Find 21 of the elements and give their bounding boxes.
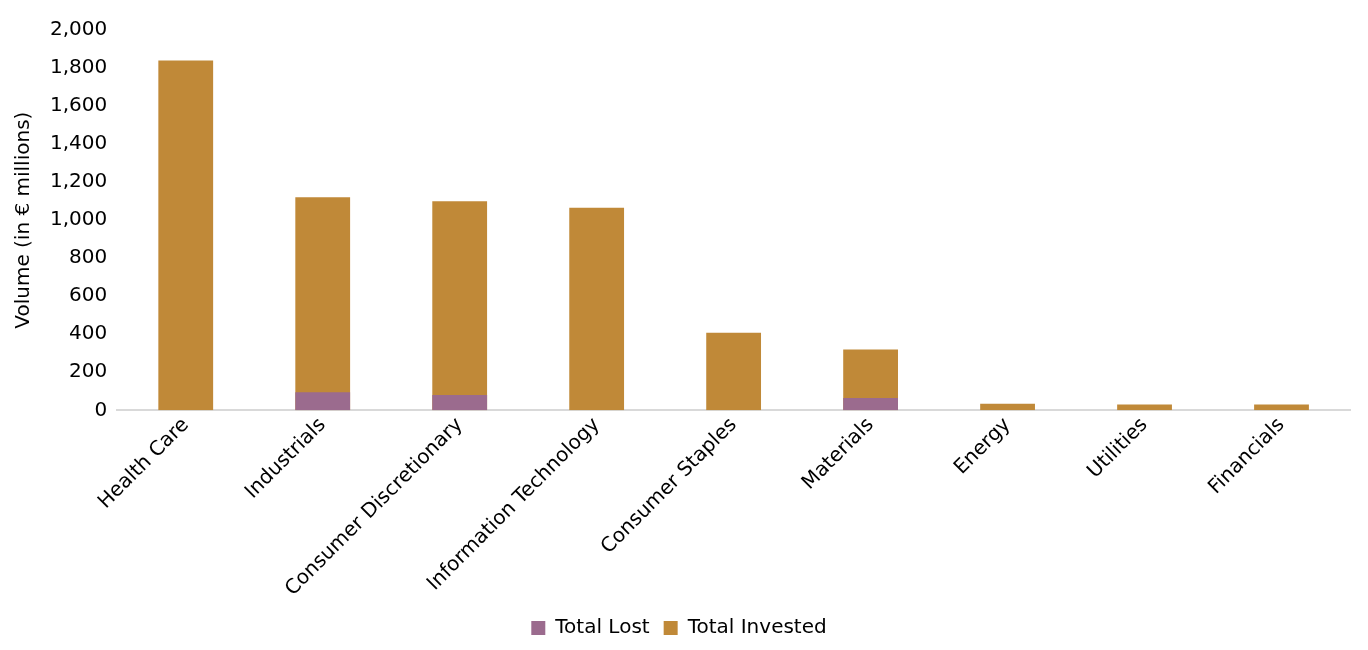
y-tick-label: 1,600 (49, 92, 108, 117)
legend-label: Total Invested (686, 614, 827, 639)
y-tick-label: 1,400 (49, 130, 108, 155)
y-tick-label: 800 (69, 244, 108, 269)
y-tick-label: 0 (94, 396, 108, 421)
bar (432, 395, 488, 411)
bar (569, 207, 625, 411)
bar (295, 392, 351, 411)
bar (706, 332, 762, 411)
bar (980, 403, 1035, 411)
y-tick-label: 1,800 (49, 54, 108, 79)
y-tick-label: 1,000 (49, 206, 108, 231)
bar (843, 397, 898, 411)
y-tick-label: 200 (69, 358, 108, 383)
y-tick-label: 2,000 (49, 16, 108, 41)
bar (158, 60, 214, 411)
legend-label: Total Lost (554, 614, 650, 639)
y-tick-label: 600 (69, 282, 108, 307)
y-tick-label: 1,200 (49, 168, 108, 193)
y-axis-title: Volume (in € millions) (10, 111, 35, 329)
y-tick-label: 400 (69, 320, 108, 345)
